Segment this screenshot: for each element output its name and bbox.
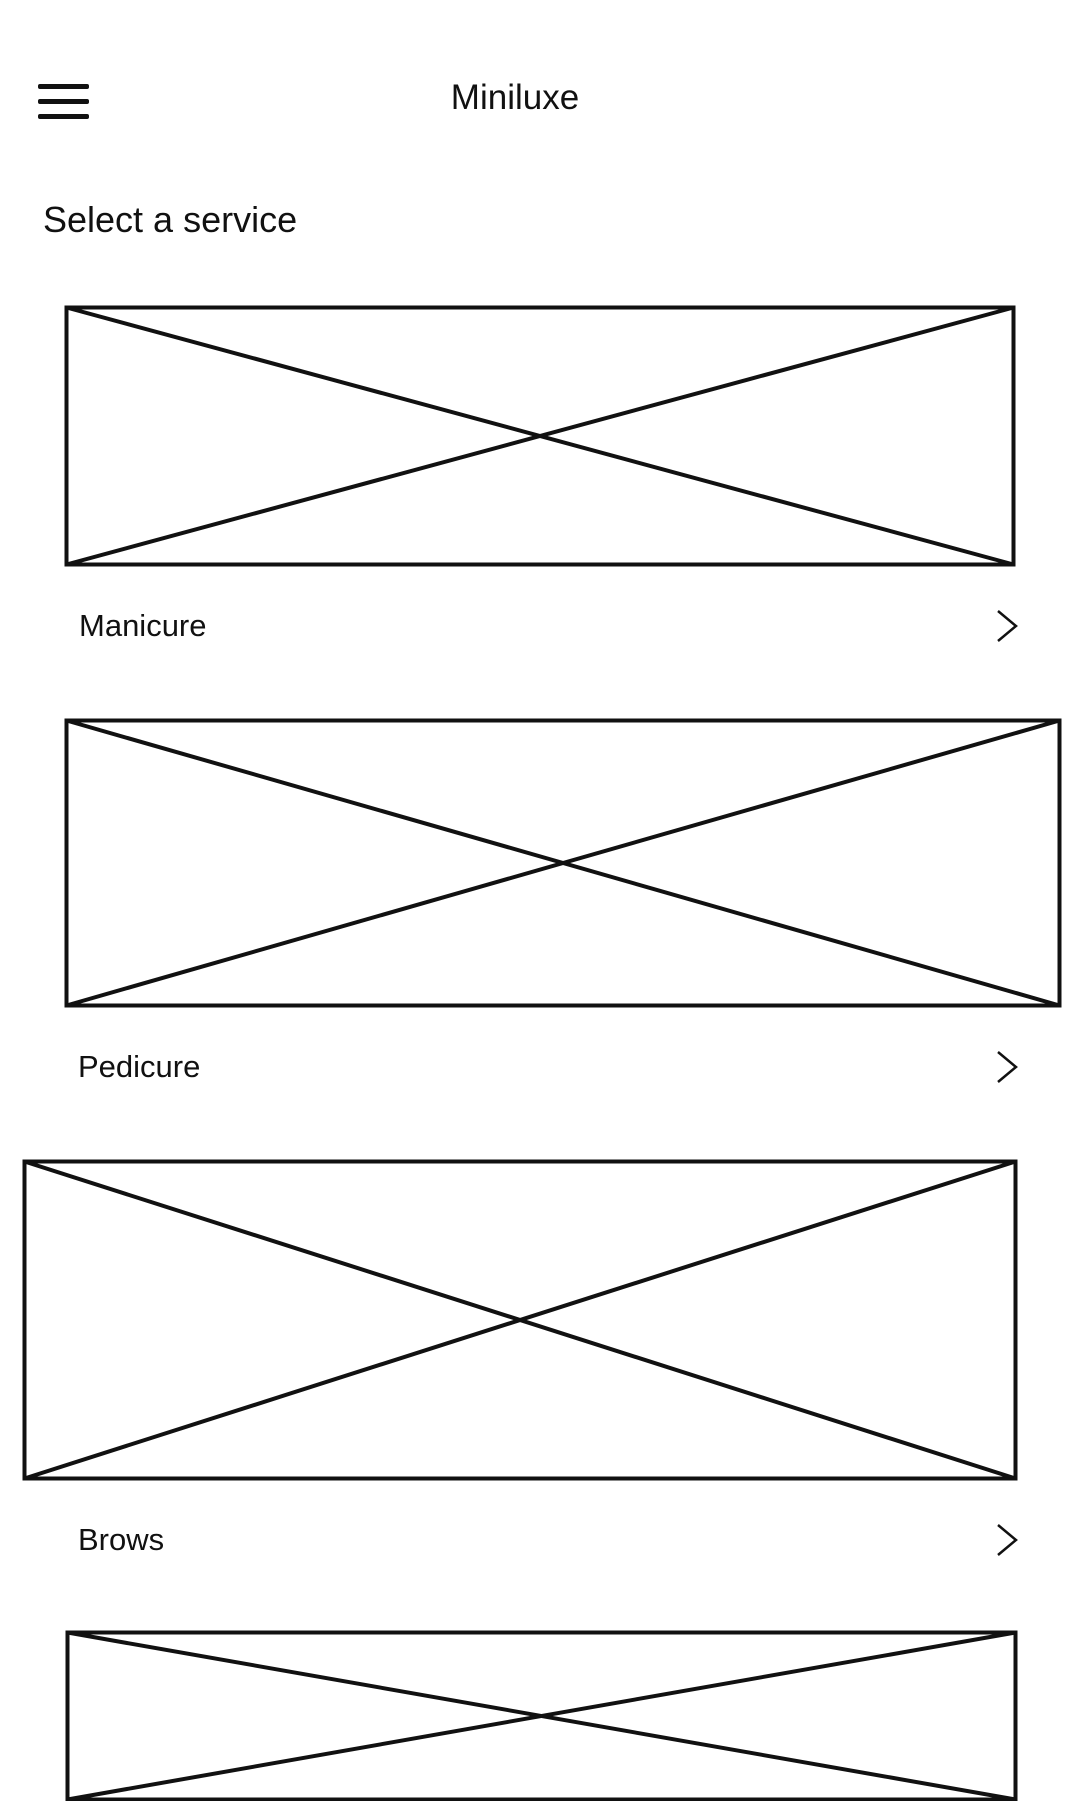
menu-bar bbox=[38, 114, 89, 119]
chevron-right-icon bbox=[995, 608, 1019, 644]
service-row-brows[interactable]: Brows bbox=[78, 1514, 1019, 1570]
manicure-image-placeholder[interactable] bbox=[64, 305, 1016, 567]
chevron-right-icon bbox=[995, 1522, 1019, 1558]
image-placeholder-icon bbox=[64, 305, 1016, 567]
image-placeholder-icon bbox=[65, 1630, 1018, 1801]
service-4-image-placeholder[interactable] bbox=[65, 1630, 1018, 1801]
service-label: Manicure bbox=[79, 608, 207, 643]
app-header: Miniluxe bbox=[0, 0, 1080, 160]
brows-image-placeholder[interactable] bbox=[22, 1159, 1018, 1481]
image-placeholder-icon bbox=[64, 718, 1062, 1008]
menu-bar bbox=[38, 84, 89, 89]
hamburger-menu-icon[interactable] bbox=[36, 82, 92, 122]
service-label: Brows bbox=[78, 1522, 165, 1557]
page-title: Select a service bbox=[43, 199, 298, 240]
menu-bar bbox=[38, 99, 89, 104]
app-title: Miniluxe bbox=[450, 78, 580, 117]
service-row-pedicure[interactable]: Pedicure bbox=[78, 1041, 1019, 1097]
service-label: Pedicure bbox=[78, 1049, 201, 1084]
pedicure-image-placeholder[interactable] bbox=[64, 718, 1062, 1008]
chevron-right-icon bbox=[995, 1049, 1019, 1085]
service-row-manicure[interactable]: Manicure bbox=[79, 600, 1019, 656]
image-placeholder-icon bbox=[22, 1159, 1018, 1481]
